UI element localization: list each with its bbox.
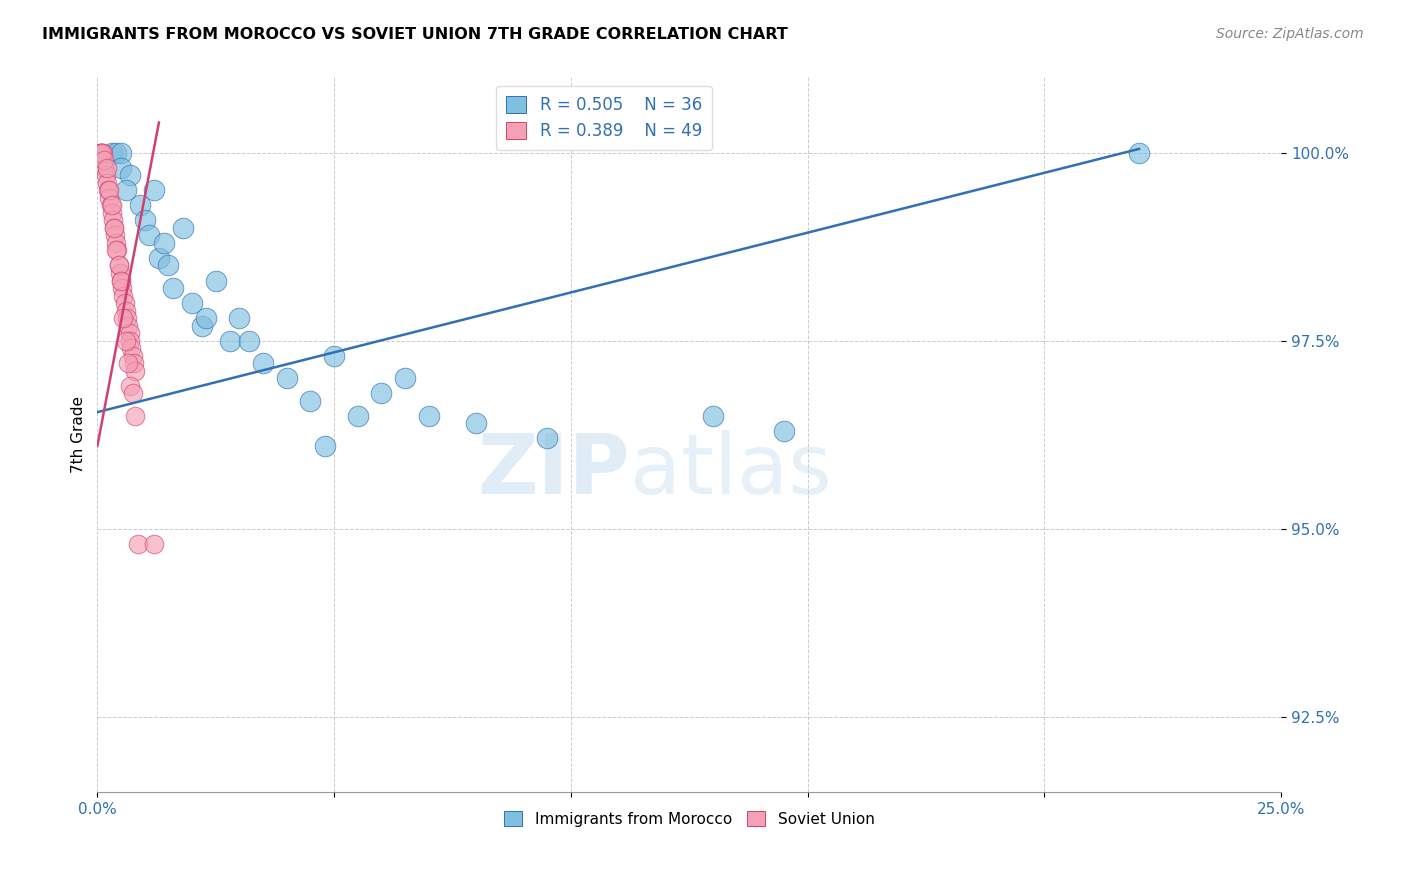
Point — [107, 259, 129, 273]
Point — [105, 235, 128, 250]
Point — [536, 432, 558, 446]
Point — [115, 311, 138, 326]
Text: IMMIGRANTS FROM MOROCCO VS SOVIET UNION 7TH GRADE CORRELATION CHART: IMMIGRANTS FROM MOROCCO VS SOVIET UNION … — [42, 27, 787, 42]
Text: Source: ZipAtlas.com: Source: ZipAtlas.com — [1216, 27, 1364, 41]
Point — [111, 281, 134, 295]
Point — [418, 409, 440, 423]
Point — [129, 198, 152, 212]
Point — [465, 417, 488, 431]
Point — [124, 356, 146, 370]
Point — [157, 259, 180, 273]
Point — [105, 244, 128, 258]
Point — [94, 168, 117, 182]
Point — [118, 326, 141, 341]
Point — [97, 183, 120, 197]
Point — [143, 183, 166, 197]
Point — [110, 273, 132, 287]
Point — [181, 296, 204, 310]
Point — [110, 161, 132, 175]
Point — [98, 183, 121, 197]
Point — [228, 311, 250, 326]
Point — [172, 220, 194, 235]
Point — [702, 409, 724, 423]
Point — [120, 379, 142, 393]
Point — [152, 235, 174, 250]
Point — [120, 341, 142, 355]
Point — [96, 176, 118, 190]
Point — [104, 228, 127, 243]
Point — [190, 318, 212, 333]
Point — [138, 228, 160, 243]
Point — [107, 259, 129, 273]
Point — [370, 386, 392, 401]
Point — [117, 318, 139, 333]
Point — [238, 334, 260, 348]
Point — [93, 153, 115, 168]
Legend: Immigrants from Morocco, Soviet Union: Immigrants from Morocco, Soviet Union — [496, 803, 882, 834]
Point — [100, 145, 122, 160]
Point — [323, 349, 346, 363]
Point — [103, 220, 125, 235]
Point — [124, 409, 146, 423]
Point — [101, 213, 124, 227]
Point — [143, 537, 166, 551]
Point — [114, 296, 136, 310]
Point — [394, 371, 416, 385]
Point — [110, 145, 132, 160]
Point — [112, 311, 135, 326]
Point — [148, 251, 170, 265]
Point — [117, 356, 139, 370]
Point — [91, 145, 114, 160]
Point — [89, 145, 111, 160]
Point — [314, 439, 336, 453]
Y-axis label: 7th Grade: 7th Grade — [72, 396, 86, 473]
Point — [276, 371, 298, 385]
Point — [219, 334, 242, 348]
Point — [120, 168, 142, 182]
Point — [299, 393, 322, 408]
Point — [105, 145, 128, 160]
Point — [773, 424, 796, 438]
Point — [127, 537, 149, 551]
Text: ZIP: ZIP — [478, 430, 630, 511]
Point — [89, 145, 111, 160]
Point — [1128, 145, 1150, 160]
Point — [100, 206, 122, 220]
Point — [90, 145, 112, 160]
Point — [124, 364, 146, 378]
Point — [100, 198, 122, 212]
Point — [100, 198, 122, 212]
Point — [98, 191, 121, 205]
Point — [96, 161, 118, 175]
Point — [91, 145, 114, 160]
Point — [162, 281, 184, 295]
Point — [91, 145, 114, 160]
Point — [204, 273, 226, 287]
Point — [121, 349, 143, 363]
Point — [112, 288, 135, 302]
Point — [93, 161, 115, 175]
Text: atlas: atlas — [630, 430, 832, 511]
Point — [121, 386, 143, 401]
Point — [114, 334, 136, 348]
Point — [110, 273, 132, 287]
Point — [346, 409, 368, 423]
Point — [114, 303, 136, 318]
Point — [195, 311, 218, 326]
Point — [252, 356, 274, 370]
Point — [134, 213, 156, 227]
Point — [120, 334, 142, 348]
Point — [108, 266, 131, 280]
Point — [103, 220, 125, 235]
Point — [105, 244, 128, 258]
Point — [114, 183, 136, 197]
